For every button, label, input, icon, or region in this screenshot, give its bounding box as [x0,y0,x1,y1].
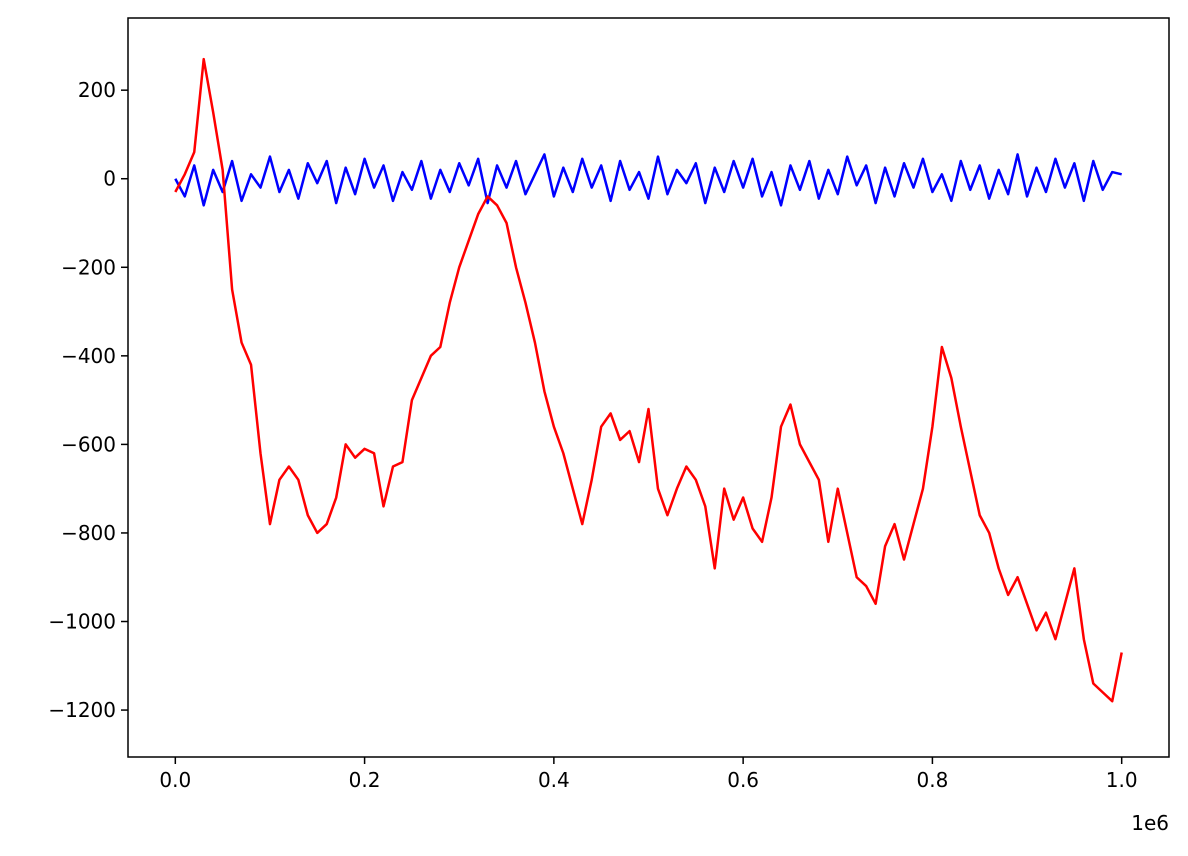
x-offset-label: 1e6 [1131,811,1169,835]
y-tick-label: −800 [61,521,116,545]
x-tick-label: 0.8 [917,768,949,792]
y-tick-label: −1000 [48,610,116,634]
x-tick-label: 1.0 [1106,768,1138,792]
y-tick-label: 200 [78,78,116,102]
x-tick-label: 0.2 [349,768,381,792]
y-tick-label: −1200 [48,698,116,722]
y-tick-label: −200 [61,255,116,279]
y-tick-label: 0 [103,167,116,191]
y-tick-label: −400 [61,344,116,368]
series-line [174,57,1123,703]
y-tick-label: −600 [61,432,116,456]
x-tick-label: 0.4 [538,768,570,792]
x-tick-label: 0.0 [159,768,191,792]
axes-frame [127,17,1170,758]
series-line [174,153,1122,207]
x-tick-label: 0.6 [727,768,759,792]
